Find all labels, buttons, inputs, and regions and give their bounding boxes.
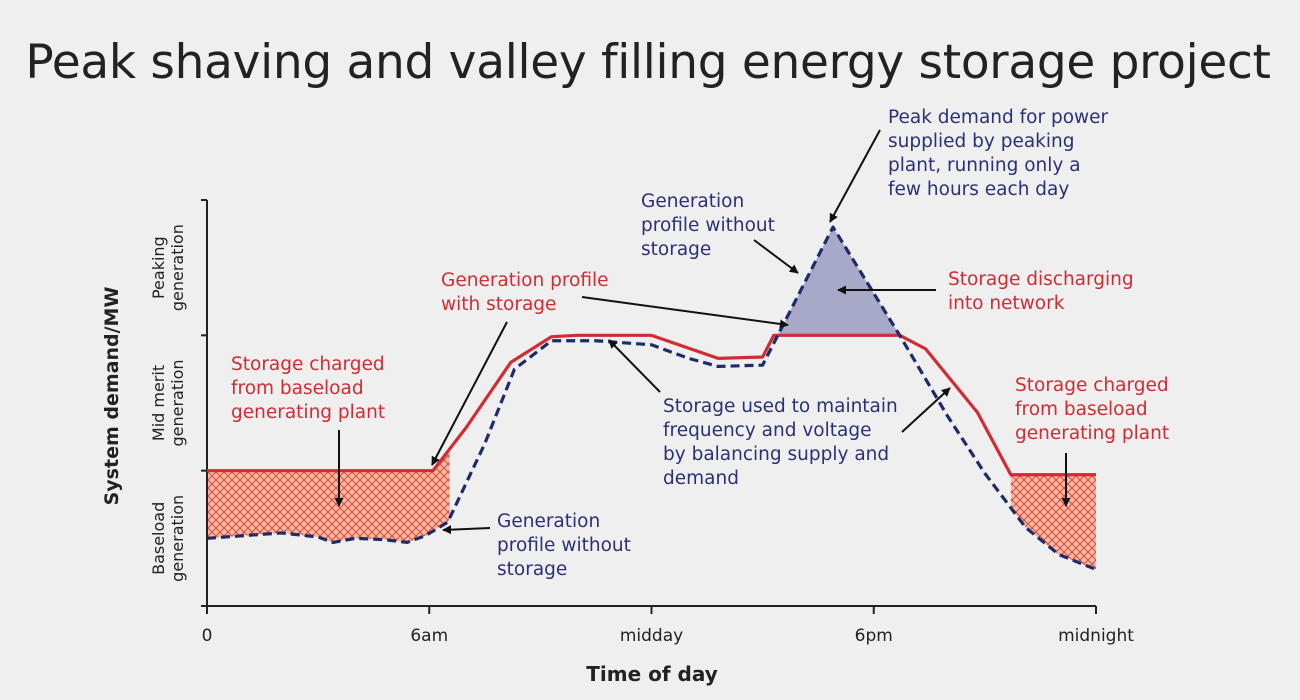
annotation-line: storage (641, 239, 711, 260)
annotation-line: Storage charged (1015, 375, 1169, 396)
y-axis-title: System demand/MW (101, 287, 123, 506)
annotation-discharge: Storage discharging into network (948, 269, 1134, 314)
arrow-balancing-left (608, 339, 661, 393)
x-axis-ticks: 0 6am midday 6pm midnight (202, 606, 1134, 646)
annotation-line: few hours each day (888, 179, 1069, 200)
annotation-gen-without-top: Generation profile without storage (641, 191, 775, 260)
x-tick-label: midnight (1058, 626, 1134, 646)
annotation-line: profile without (641, 215, 775, 236)
y-band-label-line: Mid merit (149, 365, 168, 441)
annotation-line: Peak demand for power (888, 107, 1109, 128)
annotation-charged-right: Storage charged from baseload generating p… (1015, 375, 1169, 444)
annotation-arrows (334, 129, 1071, 535)
annotation-line: generating plant (1015, 423, 1169, 444)
x-axis-title: Time of day (586, 662, 718, 686)
charge-area-right (1010, 474, 1096, 570)
annotation-line: profile without (497, 535, 631, 556)
y-band-label-line: Peaking (149, 236, 168, 299)
y-band-label: Peakinggeneration (149, 224, 187, 311)
series-line-without-storage (206, 225, 1097, 571)
arrow-peak (829, 129, 881, 223)
arrow-gen-with-right (581, 296, 789, 329)
annotation-line: demand (663, 468, 739, 489)
x-tick-label: midday (620, 626, 683, 646)
annotation-line: storage (497, 559, 567, 580)
storage-fill-areas (207, 227, 1096, 570)
annotation-line: generating plant (231, 402, 385, 423)
x-tick-label: 6am (410, 626, 448, 646)
y-band-label-line: Baseload (149, 502, 168, 575)
series-lines (206, 225, 1097, 571)
annotation-line: into network (948, 293, 1065, 314)
annotation-line: from baseload (231, 378, 364, 399)
annotation-line: Generation (497, 511, 600, 532)
annotation-line: from baseload (1015, 399, 1148, 420)
annotation-line: Storage charged (231, 354, 385, 375)
annotation-peak: Peak demand for power supplied by peaking… (888, 107, 1109, 200)
annotation-line: Storage discharging (948, 269, 1134, 290)
arrow-gen-without-bottom (442, 525, 491, 535)
discharge-area (773, 227, 900, 344)
annotation-line: by balancing supply and (663, 444, 889, 465)
annotation-line: Storage used to maintain (663, 396, 898, 417)
y-band-label-line: generation (168, 495, 187, 582)
annotation-texts: Peak demand for power supplied by peaking… (231, 107, 1169, 580)
annotation-balancing: Storage used to maintain frequency and vo… (663, 396, 898, 489)
charge-area-left (207, 449, 450, 543)
y-band-label: Baseloadgeneration (149, 495, 187, 582)
annotation-gen-without-bottom: Generation profile without storage (497, 511, 631, 580)
annotation-line: plant, running only a (888, 155, 1081, 176)
series-line-with-storage (207, 333, 1096, 477)
arrow-gen-with-left (431, 321, 508, 466)
x-tick-label: 6pm (855, 626, 893, 646)
x-tick-label: 0 (202, 626, 213, 646)
chart-title: Peak shaving and valley filling energy s… (25, 35, 1270, 90)
annotation-line: supplied by peaking (888, 131, 1075, 152)
y-band-label: Mid meritgeneration (149, 359, 187, 446)
annotation-gen-with: Generation profile with storage (441, 270, 609, 315)
annotation-line: frequency and voltage (663, 420, 871, 441)
annotation-line: with storage (441, 294, 556, 315)
annotation-line: Generation (641, 191, 744, 212)
annotation-charged-left: Storage charged from baseload generating p… (231, 354, 385, 423)
annotation-line: Generation profile (441, 270, 609, 291)
arrow-balancing-right (901, 387, 951, 433)
y-band-label-line: generation (168, 224, 187, 311)
arrow-gen-without-top (753, 239, 799, 274)
y-band-label-line: generation (168, 359, 187, 446)
